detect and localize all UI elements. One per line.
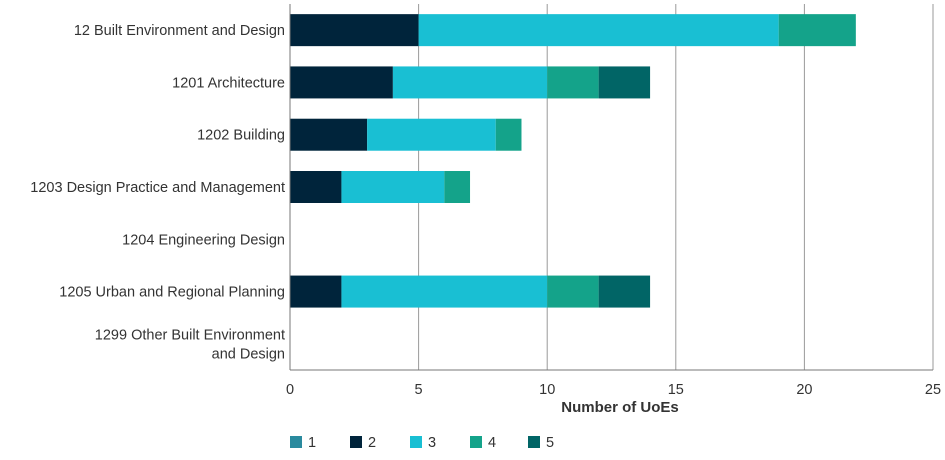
legend-swatch-4	[470, 436, 482, 448]
category-label-2: 1202 Building	[197, 128, 285, 144]
bar-segment-row3-series2	[290, 171, 342, 203]
gridlines	[418, 4, 934, 370]
x-tick-label-15: 15	[668, 382, 684, 398]
bar-segment-row1-series2	[290, 66, 393, 99]
category-label-4: 1204 Engineering Design	[122, 232, 285, 248]
legend-label-3: 3	[428, 435, 436, 451]
legend-swatch-5	[528, 436, 540, 448]
bar-segment-row3-series3	[341, 171, 445, 203]
bar-segment-row5-series4	[547, 275, 599, 308]
legend-label-1: 1	[308, 435, 316, 451]
bar-segment-row0-series4	[778, 14, 856, 47]
bar-segment-row1-series4	[547, 66, 599, 99]
legend-label-4: 4	[488, 435, 496, 451]
bar-segment-row5-series5	[598, 275, 651, 308]
legend-swatch-3	[410, 436, 422, 448]
x-tick-label-5: 5	[415, 382, 423, 398]
bar-segment-row5-series2	[290, 275, 342, 308]
category-label-6-line-0: 1299 Other Built Environment	[95, 327, 285, 343]
bar-segment-row1-series5	[598, 66, 651, 99]
bars	[290, 14, 856, 308]
bar-segment-row5-series3	[341, 275, 548, 308]
legend-swatch-1	[290, 436, 302, 448]
x-tick-label-20: 20	[796, 382, 812, 398]
bar-segment-row2-series4	[495, 118, 522, 151]
x-tick-labels: 0 5 10 15 20 25	[286, 382, 941, 398]
legend: 1 2 3 4 5	[290, 435, 554, 451]
legend-label-5: 5	[546, 435, 554, 451]
category-label-3: 1203 Design Practice and Management	[30, 180, 285, 196]
bar-segment-row2-series2	[290, 118, 368, 151]
bar-segment-row3-series4	[444, 171, 471, 203]
bar-segment-row0-series3	[418, 14, 779, 47]
x-tick-label-0: 0	[286, 382, 294, 398]
x-tick-label-10: 10	[539, 382, 555, 398]
category-label-1: 1201 Architecture	[172, 75, 285, 91]
legend-label-2: 2	[368, 435, 376, 451]
bar-segment-row0-series2	[290, 14, 419, 47]
bar-segment-row1-series3	[392, 66, 548, 99]
axes	[289, 4, 933, 371]
x-axis-title: Number of UoEs	[561, 399, 679, 416]
category-label-0: 12 Built Environment and Design	[74, 23, 285, 39]
x-tick-label-25: 25	[925, 382, 941, 398]
category-label-5: 1205 Urban and Regional Planning	[59, 285, 285, 301]
bar-segment-row2-series3	[367, 118, 496, 151]
category-label-6-line-1: and Design	[212, 346, 285, 362]
legend-swatch-2	[350, 436, 362, 448]
category-labels: 12 Built Environment and Design 1201 Arch…	[30, 23, 285, 362]
